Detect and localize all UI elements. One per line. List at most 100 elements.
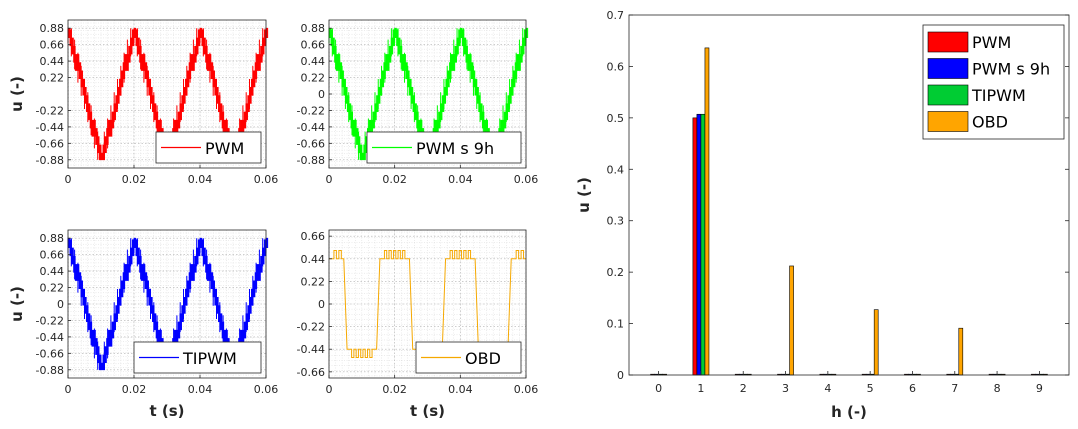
y-tick-label: 0.3 bbox=[607, 215, 625, 228]
y-tick-label: -0.44 bbox=[297, 343, 325, 356]
y-tick-label: 0 bbox=[318, 88, 325, 101]
x-tick-label: 0.02 bbox=[382, 173, 407, 186]
bar bbox=[789, 265, 794, 376]
y-tick-label: -0.88 bbox=[36, 154, 64, 167]
y-tick-label: 0.66 bbox=[40, 249, 65, 262]
y-tick-label: -0.44 bbox=[36, 331, 64, 344]
bar bbox=[692, 117, 698, 376]
bar bbox=[704, 47, 710, 376]
x-tick-label: 0.06 bbox=[254, 173, 279, 186]
legend-label: OBD bbox=[465, 349, 501, 368]
x-tick-label: 0 bbox=[65, 383, 72, 396]
legend-label: TIPWM bbox=[971, 86, 1026, 105]
x-tick-label: 3 bbox=[782, 382, 789, 395]
y-tick-label: 0.66 bbox=[301, 39, 326, 52]
x-tick-label: 0 bbox=[326, 173, 333, 186]
x-tick-label: 0 bbox=[65, 173, 72, 186]
x-tick-label: 9 bbox=[1036, 382, 1043, 395]
y-tick-label: 0.7 bbox=[607, 9, 625, 22]
y-tick-label: 0 bbox=[318, 298, 325, 311]
bar bbox=[700, 113, 706, 376]
x-axis-label: t (s) bbox=[410, 402, 445, 420]
y-tick-label: 0.66 bbox=[301, 230, 326, 243]
y-tick-label: -0.88 bbox=[297, 154, 325, 167]
series-pwm-s-9h bbox=[654, 113, 1040, 376]
y-tick-label: -0.22 bbox=[36, 314, 64, 327]
x-axis-label: t (s) bbox=[149, 402, 184, 420]
panel-1: 0 0.02 0.04 0.06 0.88 0.66 0.44 0.22 -0.22 -0.44 -… bbox=[8, 19, 279, 186]
legend-label: PWM s 9h bbox=[416, 139, 494, 158]
legend-label: TIPWM bbox=[182, 349, 237, 368]
legend-swatch bbox=[927, 58, 969, 79]
x-tick-label: 0.06 bbox=[514, 383, 539, 396]
x-tick-label: 0.06 bbox=[514, 173, 539, 186]
y-tick-label: 0.88 bbox=[40, 232, 65, 245]
x-tick-label: 5 bbox=[867, 382, 874, 395]
y-tick-label: 0.1 bbox=[607, 318, 625, 331]
y-tick-label: 0.66 bbox=[40, 39, 65, 52]
y-tick-label: -0.66 bbox=[36, 347, 64, 360]
legend-swatch bbox=[927, 84, 969, 106]
y-tick-label: -0.66 bbox=[297, 137, 325, 150]
panel-3: 0 0.02 0.04 0.06 0.88 0.66 0.44 0.22 0 -0.22 -0.44… bbox=[8, 229, 278, 420]
x-tick-label: 0.02 bbox=[382, 383, 407, 396]
y-axis-label: u (-) bbox=[575, 177, 593, 213]
x-tick-label: 0 bbox=[326, 383, 333, 396]
y-tick-label: 0.44 bbox=[301, 253, 326, 266]
y-tick-label: 0.44 bbox=[301, 55, 326, 68]
y-tick-label: 0.44 bbox=[40, 265, 65, 278]
legend: PWM PWM s 9h TIPWM OBD bbox=[922, 24, 1065, 140]
y-tick-label: -0.66 bbox=[297, 366, 325, 379]
x-tick-label: 6 bbox=[909, 382, 916, 395]
switching-lines bbox=[67, 28, 267, 160]
y-tick-label: 0.5 bbox=[607, 112, 625, 125]
y-tick-label: 0.22 bbox=[301, 72, 326, 85]
y-tick-label: 0 bbox=[617, 369, 624, 382]
y-tick-label: 0.88 bbox=[301, 22, 326, 35]
legend-label: PWM bbox=[205, 139, 244, 158]
x-tick-label: 1 bbox=[697, 382, 704, 395]
y-tick-label: -0.22 bbox=[297, 104, 325, 117]
panel-2: 0 0.02 0.04 0.06 0.88 0.66 0.44 0.22 0 -0.22 -0.44… bbox=[297, 19, 539, 186]
x-tick-label: 2 bbox=[740, 382, 747, 395]
legend-label: OBD bbox=[972, 113, 1008, 132]
y-tick-label: 0.22 bbox=[40, 72, 65, 85]
y-tick-label: 0.2 bbox=[607, 266, 625, 279]
x-tick-label: 8 bbox=[994, 382, 1001, 395]
x-tick-label: 0.02 bbox=[122, 383, 147, 396]
x-tick-label: 0 bbox=[655, 382, 662, 395]
legend-label: PWM s 9h bbox=[972, 60, 1050, 79]
x-tick-label: 0.02 bbox=[122, 173, 147, 186]
axes-box bbox=[67, 19, 267, 169]
y-tick-label: 0.22 bbox=[301, 275, 326, 288]
y-tick-label: 0.44 bbox=[40, 55, 65, 68]
x-tick-label: 0.04 bbox=[188, 383, 213, 396]
y-tick-label: 0.4 bbox=[607, 163, 625, 176]
y-tick-label: -0.44 bbox=[36, 121, 64, 134]
y-tick-label: -0.88 bbox=[36, 364, 64, 377]
x-tick-label: 4 bbox=[824, 382, 831, 395]
legend-label: PWM bbox=[972, 33, 1011, 52]
bar bbox=[958, 327, 964, 376]
legend-swatch bbox=[927, 31, 969, 53]
x-tick-label: 0.04 bbox=[448, 173, 473, 186]
x-axis-label: h (-) bbox=[831, 403, 867, 421]
axes-box bbox=[628, 14, 1070, 376]
y-tick-label: 0 bbox=[57, 298, 64, 311]
x-tick-label: 7 bbox=[951, 382, 958, 395]
y-axis-label: u (-) bbox=[8, 76, 26, 112]
bar-chart: 0 0.1 0.2 0.3 0.4 0.5 0.6 0.7 0 1 2 3 4 5 6 7 8 9 h (-) u (… bbox=[575, 9, 1070, 421]
series-tipwm bbox=[658, 113, 1044, 376]
bar bbox=[873, 309, 879, 376]
y-tick-label: -0.66 bbox=[36, 137, 64, 150]
y-tick-label: -0.44 bbox=[297, 121, 325, 134]
y-tick-label: 0.22 bbox=[40, 282, 65, 295]
x-tick-label: 0.04 bbox=[188, 173, 213, 186]
y-tick-label: -0.22 bbox=[297, 321, 325, 334]
y-tick-label: -0.22 bbox=[36, 104, 64, 117]
legend-swatch bbox=[927, 111, 969, 132]
y-tick-label: 0.88 bbox=[40, 22, 65, 35]
x-tick-label: 0.04 bbox=[448, 383, 473, 396]
y-tick-label: 0.6 bbox=[607, 60, 625, 73]
